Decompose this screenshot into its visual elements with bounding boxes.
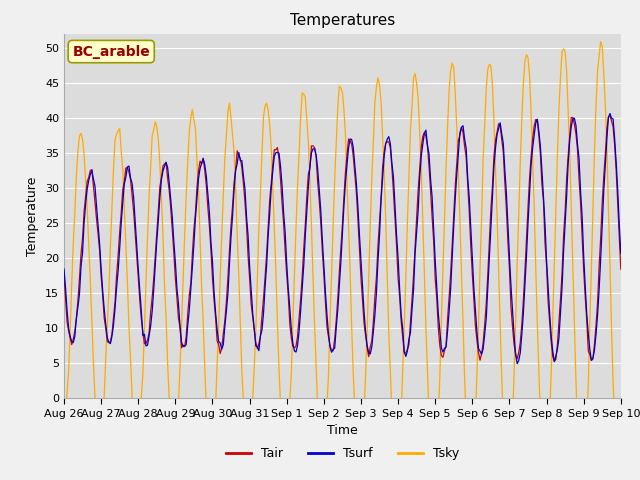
Title: Temperatures: Temperatures <box>290 13 395 28</box>
Legend: Tair, Tsurf, Tsky: Tair, Tsurf, Tsky <box>221 442 464 465</box>
Y-axis label: Temperature: Temperature <box>26 176 40 256</box>
X-axis label: Time: Time <box>327 424 358 437</box>
Text: BC_arable: BC_arable <box>72 45 150 59</box>
